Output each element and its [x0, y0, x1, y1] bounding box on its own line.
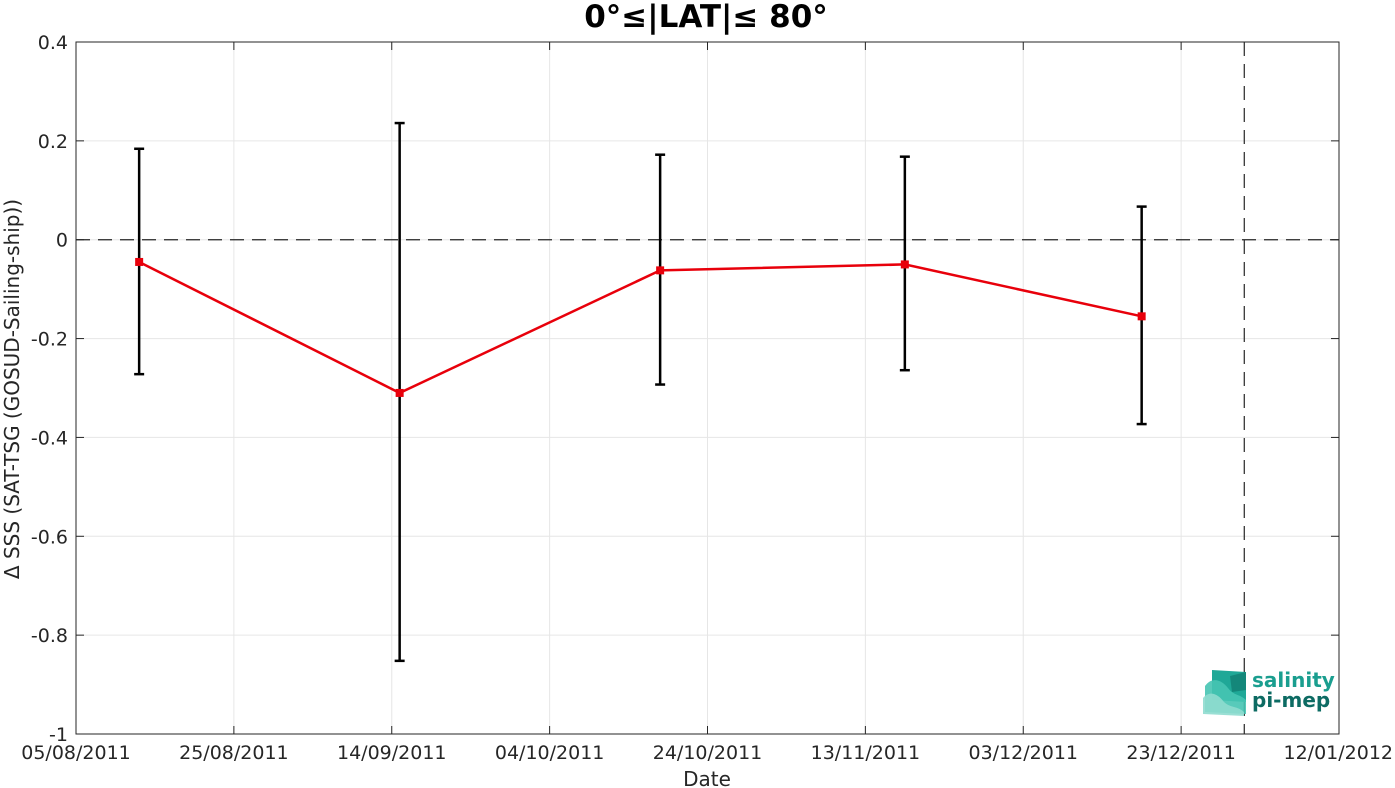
- y-tick-label: 0.4: [38, 32, 68, 54]
- chart-title: 0°≤|LAT|≤ 80°: [584, 0, 828, 35]
- logo-wave-icon: [1203, 670, 1246, 716]
- y-tick-label: -1: [49, 724, 68, 746]
- x-tick-label: 14/09/2011: [337, 742, 447, 764]
- data-point-marker: [135, 257, 144, 266]
- x-tick-label: 12/01/2012: [1283, 742, 1393, 764]
- x-tick-label: 05/08/2011: [21, 742, 131, 764]
- x-tick-label: 04/10/2011: [495, 742, 605, 764]
- x-tick-label: 25/08/2011: [179, 742, 289, 764]
- y-tick-label: -0.6: [31, 526, 68, 548]
- data-point-marker: [900, 260, 909, 269]
- data-series: [134, 121, 1147, 663]
- y-tick-label: 0.2: [38, 131, 68, 153]
- y-axis-label: Δ SSS (SAT-TSG (GOSUD-Sailing-ship)): [0, 199, 24, 579]
- x-axis-label: Date: [683, 767, 731, 788]
- y-tick-label: -0.4: [31, 427, 68, 449]
- y-tick-label: 0: [56, 230, 68, 252]
- x-tick-label: 23/12/2011: [1126, 742, 1236, 764]
- grid-lines: [75, 41, 1340, 735]
- data-point-marker: [395, 388, 404, 397]
- data-point-marker: [1137, 312, 1146, 321]
- axis-ticks: 05/08/2011 25/08/2011 14/09/2011 04/10/2011…: [21, 32, 1393, 764]
- x-tick-label: 03/12/2011: [968, 742, 1078, 764]
- data-point-marker: [656, 266, 665, 275]
- y-tick-label: -0.8: [31, 625, 68, 647]
- reference-lines: [76, 42, 1339, 734]
- x-tick-label: 13/11/2011: [811, 742, 921, 764]
- x-tick-label: 24/10/2011: [653, 742, 763, 764]
- y-tick-label: -0.2: [31, 329, 68, 351]
- series-line: [138, 260, 1142, 395]
- logo-text-pi-mep: pi-mep: [1252, 688, 1330, 712]
- salinity-pi-mep-logo: salinity pi-mep: [1203, 668, 1335, 716]
- logo-text-salinity: salinity: [1252, 668, 1335, 692]
